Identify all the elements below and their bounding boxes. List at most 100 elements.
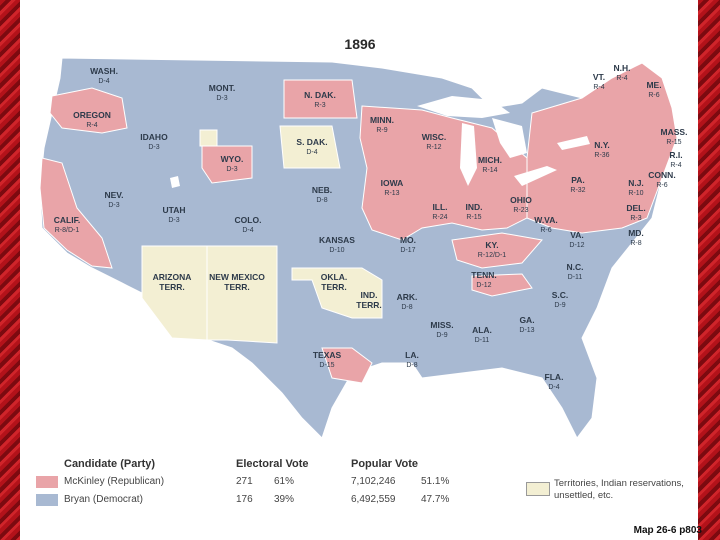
state-label-sdak: S. DAK. xyxy=(296,137,327,147)
decorative-border-right xyxy=(698,0,720,540)
state-votes-mass: R-15 xyxy=(666,139,681,146)
state-label-tenn: TENN. xyxy=(471,270,497,280)
state-votes-ga: D-13 xyxy=(519,327,534,334)
territory-sublabel-newmexico: TERR. xyxy=(224,282,250,292)
state-votes-ky: R-12/D-1 xyxy=(478,252,507,259)
legend-pv-mckinley: 7,102,246 xyxy=(351,476,396,487)
great-salt-lake xyxy=(170,176,180,188)
state-votes-la: D-8 xyxy=(406,362,417,369)
territory-label-okla: OKLA. xyxy=(321,272,347,282)
state-label-wva: W.VA. xyxy=(534,215,557,225)
state-votes-me: R-6 xyxy=(648,92,659,99)
south-dakota-reservation-shape xyxy=(279,125,341,169)
state-votes-minn: R-9 xyxy=(376,127,387,134)
legend-header-popular: Popular Vote xyxy=(351,458,419,470)
state-label-me: ME. xyxy=(646,80,661,90)
state-label-ark: ARK. xyxy=(397,292,418,302)
state-label-mass: MASS. xyxy=(661,127,688,137)
state-votes-texas: D-15 xyxy=(319,362,334,369)
legend-pv-pct-bryan: 47.7% xyxy=(421,494,450,505)
state-votes-ind: R-15 xyxy=(466,214,481,221)
state-votes-ark: D-8 xyxy=(401,304,412,311)
state-votes-ill: R-24 xyxy=(432,214,447,221)
state-votes-mich: R-14 xyxy=(482,167,497,174)
state-votes-va: D-12 xyxy=(569,242,584,249)
territory-sublabel-okla: TERR. xyxy=(321,282,347,292)
republican-oregon xyxy=(49,87,128,134)
legend-candidate-bryan: Bryan (Democrat) xyxy=(64,494,143,505)
state-label-mont: MONT. xyxy=(209,83,235,93)
lake-michigan xyxy=(460,123,477,186)
state-label-ga: GA. xyxy=(519,315,534,325)
legend-ev-pct-mckinley: 61% xyxy=(274,476,295,487)
state-label-la: LA. xyxy=(405,350,419,360)
legend-candidate-mckinley: McKinley (Republican) xyxy=(64,476,165,487)
state-votes-oregon: R-4 xyxy=(86,122,97,129)
state-votes-ndak: R-3 xyxy=(314,102,325,109)
new-mexico-territory-shape xyxy=(206,245,278,344)
state-votes-colo: D-4 xyxy=(242,227,253,234)
state-votes-sc: D-9 xyxy=(554,302,565,309)
territory-sublabel-ind: TERR. xyxy=(356,300,382,310)
state-votes-ny: R-36 xyxy=(594,152,609,159)
state-label-miss: MISS. xyxy=(430,320,453,330)
legend-pv-bryan: 6,492,559 xyxy=(351,494,396,505)
legend-header-candidate: Candidate (Party) xyxy=(64,458,156,470)
state-votes-wisc: R-12 xyxy=(426,144,441,151)
legend-ev-mckinley: 271 xyxy=(236,476,253,487)
state-label-ala: ALA. xyxy=(472,325,492,335)
state-votes-utah: D-3 xyxy=(168,217,179,224)
state-label-calif: CALIF. xyxy=(54,215,80,225)
state-label-ri: R.I. xyxy=(669,150,682,160)
legend-swatch-republican xyxy=(36,476,58,488)
state-label-idaho: IDAHO xyxy=(140,132,168,142)
state-label-iowa: IOWA xyxy=(381,178,404,188)
republican-tennessee-patch xyxy=(471,273,533,297)
state-label-mo: MO. xyxy=(400,235,416,245)
state-votes-sdak: D-4 xyxy=(306,149,317,156)
territory-label-ind: IND. xyxy=(361,290,378,300)
state-label-ill: ILL. xyxy=(432,202,447,212)
republican-north-dakota xyxy=(283,79,358,119)
state-label-nj: N.J. xyxy=(628,178,644,188)
state-label-ohio: OHIO xyxy=(510,195,532,205)
state-label-ind: IND. xyxy=(466,202,483,212)
state-votes-wva: R-6 xyxy=(540,227,551,234)
state-votes-ala: D-11 xyxy=(475,337,490,344)
legend-swatch-democrat xyxy=(36,494,58,506)
election-map-figure: WASH. D-4 OREGON R-4 CALIF. R-8/D-1 NEV. D-3 IDA… xyxy=(22,18,698,518)
state-votes-kansas: D-10 xyxy=(329,247,344,254)
state-label-minn: MINN. xyxy=(370,115,394,125)
state-votes-pa: R-32 xyxy=(570,187,585,194)
territory-label-arizona: ARIZONA xyxy=(153,272,192,282)
state-label-va: VA. xyxy=(570,230,584,240)
state-votes-mont: D-3 xyxy=(216,95,227,102)
wyoming-reservation-shape xyxy=(199,129,218,147)
republican-wyoming-patch xyxy=(201,145,253,184)
state-votes-fla: D-4 xyxy=(548,384,559,391)
state-label-colo: COLO. xyxy=(235,215,262,225)
republican-texas-patch xyxy=(321,347,373,384)
state-votes-vt: R-4 xyxy=(593,84,604,91)
state-labels: WASH. D-4 OREGON R-4 CALIF. R-8/D-1 NEV. D-3 IDA… xyxy=(54,63,688,391)
state-label-ky: KY. xyxy=(485,240,498,250)
state-votes-ohio: R-23 xyxy=(513,207,528,214)
state-votes-calif: R-8/D-1 xyxy=(55,227,80,234)
state-label-nh: N.H. xyxy=(614,63,631,73)
state-label-neb: NEB. xyxy=(312,185,332,195)
legend-territory-note: Territories, Indian reservations, unsett… xyxy=(554,478,684,501)
state-votes-nev: D-3 xyxy=(108,202,119,209)
state-votes-tenn: D-12 xyxy=(476,282,491,289)
state-label-nev: NEV. xyxy=(104,190,123,200)
state-votes-miss: D-9 xyxy=(436,332,447,339)
state-votes-neb: D-8 xyxy=(316,197,327,204)
state-votes-wash: D-4 xyxy=(98,78,109,85)
state-label-fla: FLA. xyxy=(545,372,564,382)
lake-erie xyxy=(514,166,557,186)
state-label-nc: N.C. xyxy=(567,262,584,272)
legend: Candidate (Party) Electoral Vote Popular… xyxy=(36,458,686,516)
state-label-ndak: N. DAK. xyxy=(304,90,336,100)
state-votes-idaho: D-3 xyxy=(148,144,159,151)
state-label-conn: CONN. xyxy=(648,170,675,180)
state-votes-conn: R-6 xyxy=(656,182,667,189)
